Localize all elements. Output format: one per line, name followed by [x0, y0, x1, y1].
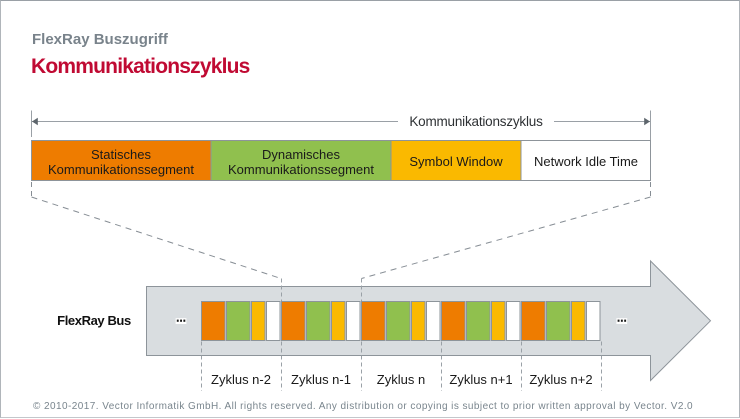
- svg-text:Zyklus n+1: Zyklus n+1: [449, 372, 512, 387]
- svg-text:Zyklus n: Zyklus n: [377, 372, 425, 387]
- svg-text:Kommunikationssegment: Kommunikationssegment: [48, 162, 194, 177]
- svg-text:Dynamisches: Dynamisches: [262, 147, 341, 162]
- svg-text:Statisches: Statisches: [91, 147, 151, 162]
- svg-text:FlexRay Bus: FlexRay Bus: [57, 313, 131, 328]
- svg-text:Kommunikationssegment: Kommunikationssegment: [228, 162, 374, 177]
- svg-text:Zyklus n-2: Zyklus n-2: [211, 372, 271, 387]
- svg-text:Zyklus n+2: Zyklus n+2: [529, 372, 592, 387]
- svg-text:Network Idle Time: Network Idle Time: [534, 154, 638, 169]
- svg-text:Symbol Window: Symbol Window: [409, 154, 503, 169]
- svg-text:Kommunikationszyklus: Kommunikationszyklus: [409, 114, 543, 129]
- svg-text:Zyklus n-1: Zyklus n-1: [291, 372, 351, 387]
